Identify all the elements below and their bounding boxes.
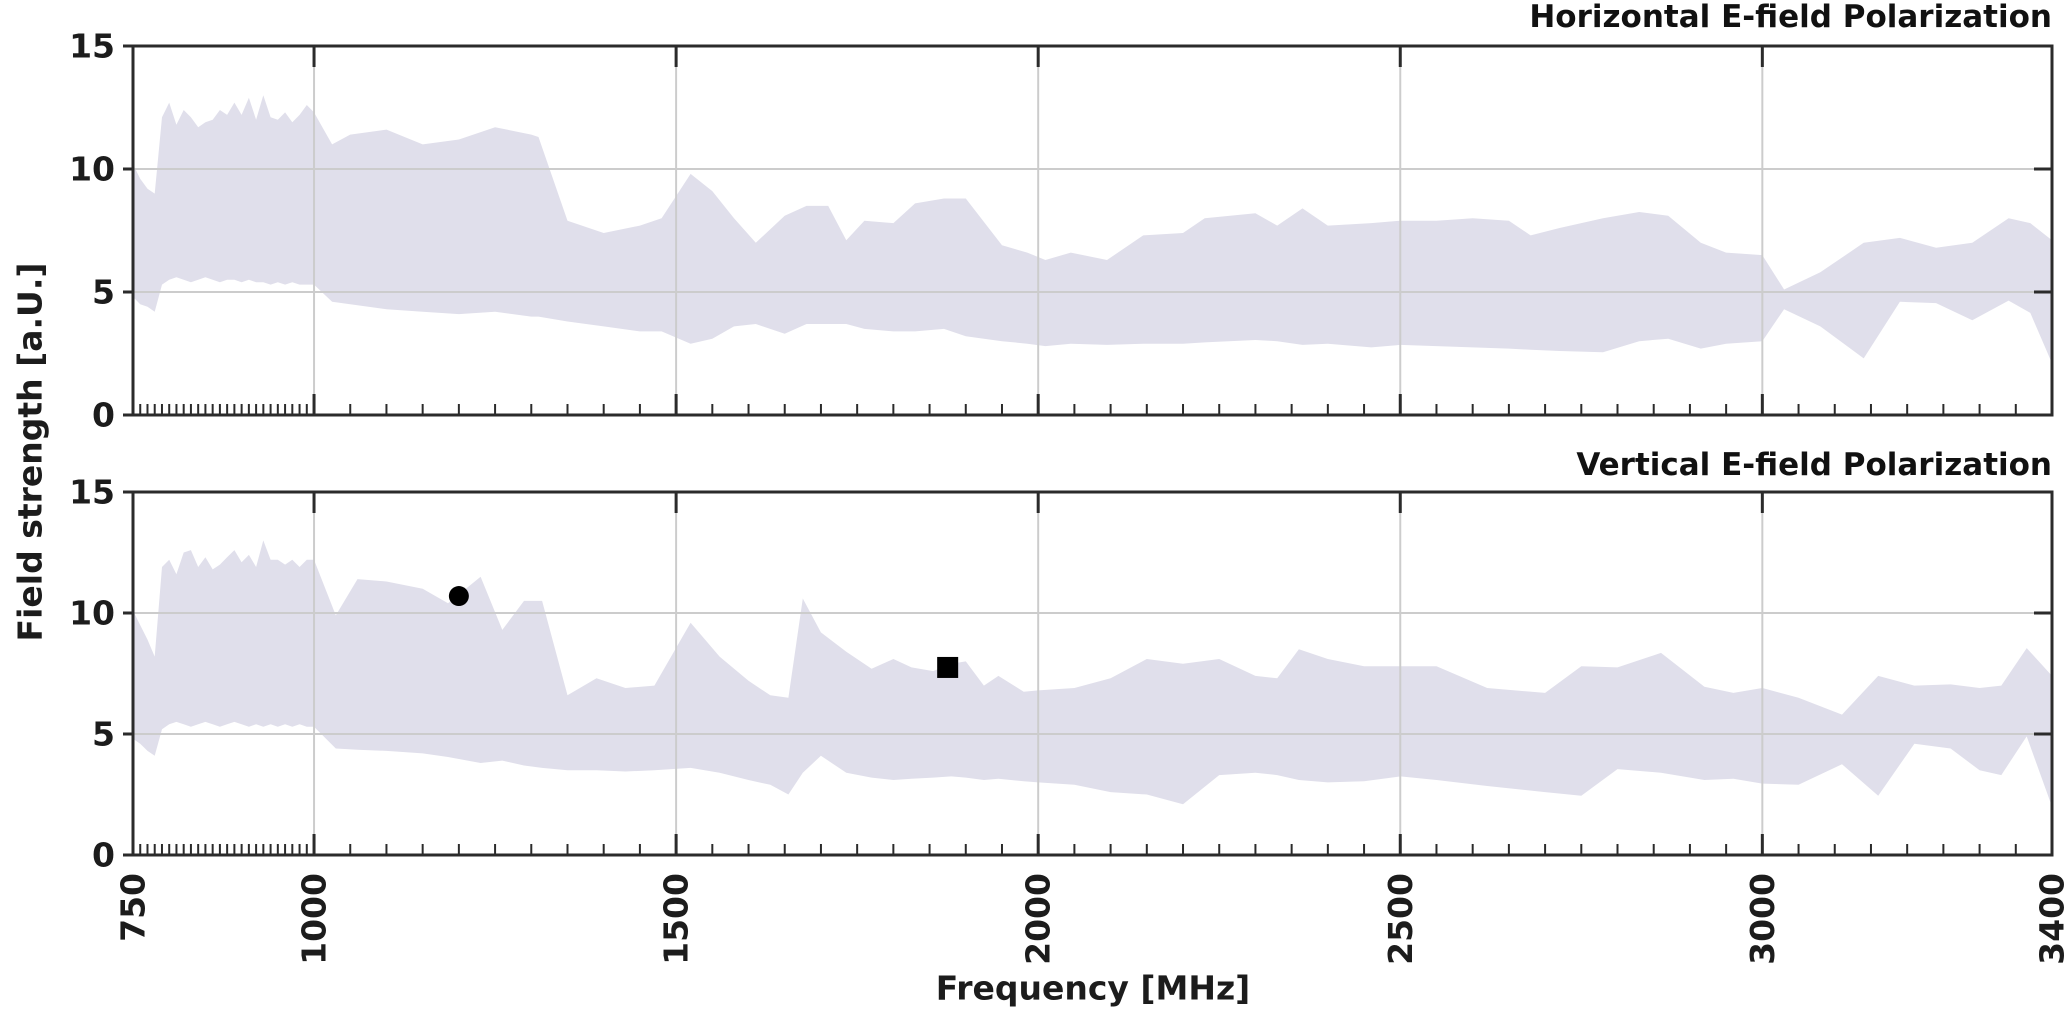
x-tick-label: 3000 [1743,873,1782,965]
plot-title-vertical-polarization: Vertical E-field Polarization [1576,447,2052,483]
y-tick-label: 0 [92,396,115,435]
x-tick-label: 750 [114,873,153,942]
circle-marker [448,586,469,607]
vertical-polarization-plot: 0 5 10 15 750 1000 1500 2000 2500 3000 3400 [69,473,2067,965]
y-tick-label: 0 [92,836,115,875]
axes-frame [131,44,2054,417]
y-tick-label: 10 [69,150,115,189]
x-tick-label: 1500 [657,873,696,965]
plot-title-horizontal-polarization: Horizontal E-field Polarization [1529,0,2052,35]
y-tick-label: 5 [92,715,115,754]
y-tick-label: 15 [69,27,115,66]
x-axis-label: Frequency [MHz] [935,968,1251,1008]
x-tick-label: 1000 [295,873,334,965]
x-tick-label: 2500 [1381,873,1420,965]
x-tick-label: 2000 [1019,873,1058,965]
horizontal-polarization-plot: 0 5 10 15 [69,27,2054,435]
y-tick-label: 10 [69,594,115,633]
square-marker [937,656,959,678]
min-max-band [133,540,2052,807]
axes-frame [131,490,2054,857]
y-tick-label: 15 [69,473,115,512]
y-axis-label: Field strength [a.U.] [10,262,50,642]
min-max-band [133,95,2052,364]
y-tick-label: 5 [92,273,115,312]
x-tick-label: 3400 [2033,873,2067,965]
